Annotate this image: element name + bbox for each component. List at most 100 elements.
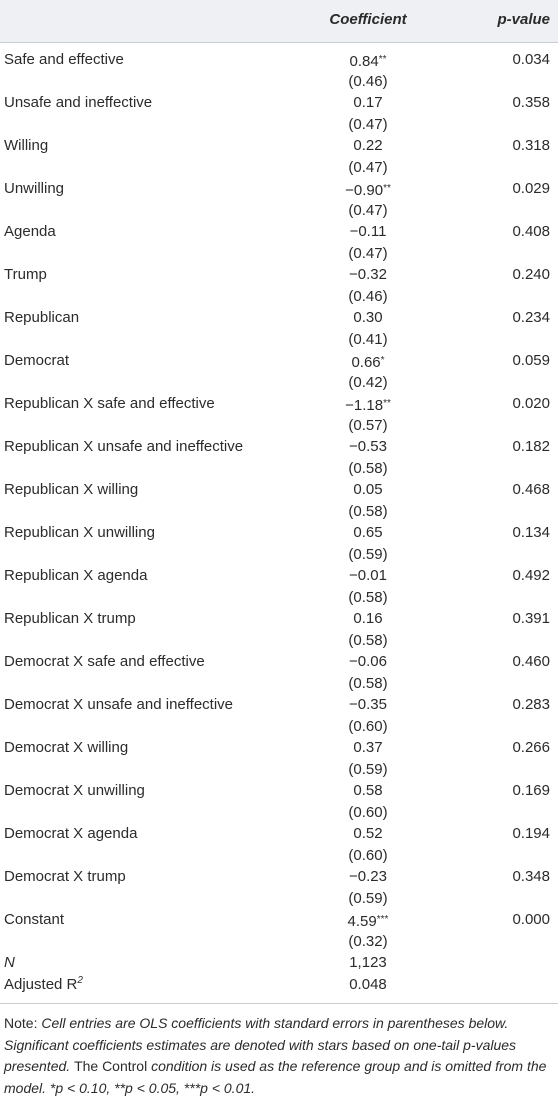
table-header: Coefficient p-value: [0, 0, 558, 43]
row-label: Republican X agenda: [4, 565, 147, 587]
row-label-text: Republican X agenda: [4, 567, 148, 584]
row-label: Republican X trump: [4, 608, 136, 630]
table-row-se: (0.58): [0, 501, 558, 523]
standard-error: (0.59): [348, 760, 388, 778]
row-label-text: Trump: [4, 266, 47, 283]
table-row: Willing 0.22 0.318: [0, 135, 558, 157]
standard-error: (0.60): [348, 846, 388, 864]
row-label-text: Unsafe and ineffective: [4, 94, 153, 111]
note-text: condition is used as the reference group…: [4, 1058, 547, 1096]
table-row: Democrat X willing 0.37 0.266: [0, 737, 558, 759]
coefficient: 0.58: [353, 782, 383, 799]
row-label-text: Democrat X unwilling: [4, 782, 145, 799]
coefficient: −0.01: [349, 567, 387, 584]
row-label-text: Adjusted R: [4, 975, 78, 993]
table-row: Republican X agenda −0.01 0.492: [0, 565, 558, 587]
row-label: Unsafe and ineffective: [4, 92, 152, 114]
p-value: 0.034: [512, 51, 550, 68]
table-row: Unsafe and ineffective 0.17 0.358: [0, 92, 558, 114]
standard-error: (0.41): [348, 330, 388, 348]
table-note: Note: Cell entries are OLS coefficients …: [0, 1003, 558, 1099]
table-row-se: (0.41): [0, 329, 558, 351]
note-text: Cell entries are OLS coefficients with s…: [4, 1015, 517, 1074]
table-row-se: (0.46): [0, 71, 558, 93]
note-text: The Control: [74, 1058, 148, 1074]
p-value: 0.468: [512, 481, 550, 498]
table-row-se: (0.47): [0, 200, 558, 222]
coefficient: 0.16: [353, 610, 383, 627]
table-row-se: (0.32): [0, 931, 558, 953]
table-row: Unwilling −0.90** 0.029: [0, 178, 558, 200]
p-value: 0.134: [512, 524, 550, 541]
p-value: 0.240: [512, 266, 550, 283]
table-row: Democrat X unwilling 0.58 0.169: [0, 780, 558, 802]
table-row: N 1,123: [0, 952, 558, 974]
p-value: 0.266: [512, 739, 550, 756]
row-label-text: Republican: [4, 309, 80, 326]
p-value: 0.348: [512, 868, 550, 885]
standard-error: (0.46): [348, 72, 388, 90]
row-label: Constant: [4, 909, 64, 931]
significance-stars: ***: [376, 914, 389, 925]
table-row-se: (0.59): [0, 759, 558, 781]
coefficient: −0.11: [349, 223, 387, 240]
coefficient-cell: 1,123: [268, 952, 468, 974]
significance-stars: *: [380, 355, 385, 366]
row-label: Democrat X willing: [4, 737, 128, 759]
table-row-se: (0.57): [0, 415, 558, 437]
coefficient: 4.59: [347, 913, 377, 930]
table-row: Democrat X agenda 0.52 0.194: [0, 823, 558, 845]
row-label: Republican: [4, 307, 79, 329]
coefficient: −0.90: [345, 182, 384, 199]
table-row-se: (0.58): [0, 673, 558, 695]
p-value: 0.029: [512, 180, 550, 197]
coefficient-cell: −0.53: [268, 436, 468, 458]
coefficient: 0.048: [349, 975, 387, 993]
row-label-text: Republican X unsafe and ineffective: [4, 438, 244, 455]
standard-error: (0.46): [348, 287, 388, 305]
table-row-se: (0.47): [0, 157, 558, 179]
table-row: Democrat 0.66* 0.059: [0, 350, 558, 372]
coefficient: 0.66: [351, 354, 381, 371]
table-row: Democrat X trump −0.23 0.348: [0, 866, 558, 888]
row-label: Republican X willing: [4, 479, 138, 501]
column-header: p-value: [497, 11, 550, 28]
p-value: 0.020: [512, 395, 550, 412]
coefficient-cell: 0.52: [268, 823, 468, 845]
coefficient: −0.32: [349, 266, 387, 283]
row-label-text: Democrat: [4, 352, 70, 369]
row-label-text: Republican X unwilling: [4, 524, 155, 541]
coefficient-cell: 0.048: [268, 974, 468, 996]
row-label-text: Democrat X safe and effective: [4, 653, 205, 670]
row-label: Democrat X unsafe and ineffective: [4, 694, 233, 716]
row-label: Republican X unsafe and ineffective: [4, 436, 243, 458]
standard-error: (0.32): [348, 932, 388, 950]
coefficient: −1.18: [345, 397, 384, 414]
coefficient: −0.53: [349, 438, 387, 455]
row-label: Safe and effective: [4, 49, 124, 71]
row-label: Republican X safe and effective: [4, 393, 215, 415]
row-label: Democrat X trump: [4, 866, 126, 888]
row-label-text: Republican X trump: [4, 610, 136, 627]
standard-error: (0.58): [348, 674, 388, 692]
row-label-text: Unwilling: [4, 180, 65, 197]
table-row-se: (0.60): [0, 802, 558, 824]
table-row: Constant 4.59*** 0.000: [0, 909, 558, 931]
p-value: 0.059: [512, 352, 550, 369]
coefficient-cell: −0.35: [268, 694, 468, 716]
p-value: 0.358: [512, 94, 550, 111]
row-label-text: Safe and effective: [4, 51, 124, 68]
significance-stars: **: [383, 183, 391, 194]
standard-error: (0.47): [348, 244, 388, 262]
coefficient-cell: −0.06: [268, 651, 468, 673]
p-value: 0.169: [512, 782, 550, 799]
table-row: Republican X safe and effective −1.18** 0.…: [0, 393, 558, 415]
table-row: Republican X unwilling 0.65 0.134: [0, 522, 558, 544]
coefficient-cell: 0.65: [268, 522, 468, 544]
coefficient-cell: −1.18**: [268, 393, 468, 417]
coefficient: 0.84: [349, 53, 379, 70]
standard-error: (0.58): [348, 459, 388, 477]
note-text: Note:: [4, 1015, 42, 1031]
row-label: Democrat X agenda: [4, 823, 137, 845]
coefficient: 0.37: [353, 739, 383, 756]
